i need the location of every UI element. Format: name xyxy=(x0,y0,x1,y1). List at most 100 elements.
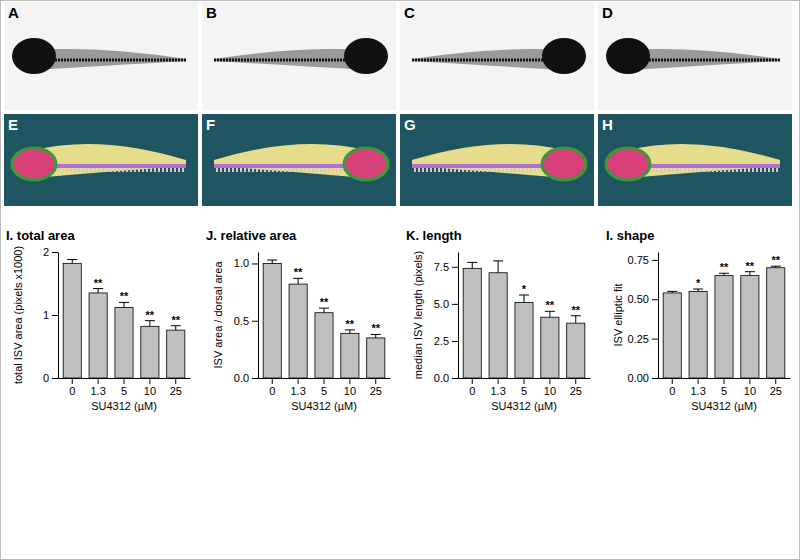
y-tick-mark xyxy=(652,299,658,300)
y-tick-label: 0.75 xyxy=(628,254,649,266)
bar xyxy=(741,276,759,378)
x-tick-mark xyxy=(498,378,499,384)
y-tick-mark xyxy=(252,378,258,379)
y-tick-mark xyxy=(52,252,58,253)
error-bar xyxy=(693,289,703,291)
x-tick-label: 5 xyxy=(521,385,527,397)
y-tick: 2 xyxy=(43,246,58,258)
bar xyxy=(715,276,733,378)
image-panel: E xyxy=(4,114,198,206)
x-tick: 0 xyxy=(269,378,275,397)
bar xyxy=(767,268,785,378)
panel-letter: F xyxy=(206,116,215,133)
plot-marks xyxy=(463,261,585,378)
x-tick-mark xyxy=(524,378,525,384)
error-bar-stem xyxy=(124,302,125,307)
x-tick: 10 xyxy=(344,378,356,397)
y-tick-label: 0.00 xyxy=(628,372,649,384)
x-axis-title: SU4312 (µM) xyxy=(691,400,757,412)
image-panel: H xyxy=(598,114,792,206)
y-tick-mark xyxy=(452,378,458,379)
error-bar-stem xyxy=(498,261,499,273)
panel-letter: H xyxy=(602,116,613,133)
significance-label: ** xyxy=(371,322,380,334)
x-tick: 1.3 xyxy=(290,378,305,397)
y-tick: 0.75 xyxy=(628,254,658,266)
x-axis-title: SU4312 (µM) xyxy=(491,400,557,412)
x-tick-label: 0 xyxy=(269,385,275,397)
y-tick: 0.50 xyxy=(628,293,658,305)
image-panel: C xyxy=(400,2,594,110)
significance-label: ** xyxy=(720,261,729,273)
x-tick-label: 25 xyxy=(770,385,782,397)
error-bar xyxy=(719,273,729,275)
panel-background xyxy=(4,2,198,110)
error-bar xyxy=(745,272,755,276)
error-bar-cap xyxy=(667,291,677,292)
y-axis-title: ISV area / dorsal area xyxy=(212,261,224,369)
y-axis-title: median ISV length (pixels) xyxy=(412,251,424,379)
y-tick-label: 1 xyxy=(43,309,49,321)
x-tick-label: 10 xyxy=(744,385,756,397)
x-axis: 01.351025 xyxy=(459,378,591,397)
x-tick: 5 xyxy=(121,378,127,397)
y-tick: 5.0 xyxy=(434,298,458,310)
x-tick: 25 xyxy=(770,378,782,397)
bar xyxy=(463,268,481,378)
bar xyxy=(289,284,307,378)
x-tick-label: 0 xyxy=(469,385,475,397)
fish-head xyxy=(606,148,650,180)
x-tick-mark xyxy=(749,378,750,384)
x-tick: 1.3 xyxy=(690,378,705,397)
significance-label: * xyxy=(696,277,701,289)
image-panel: A xyxy=(4,2,198,110)
x-tick-mark xyxy=(672,378,673,384)
bar xyxy=(263,263,281,378)
figure-frame xyxy=(1,1,800,560)
plot-marks xyxy=(663,266,785,378)
fish-body xyxy=(628,49,780,70)
y-axis-line xyxy=(258,253,259,379)
y-axis: 012 xyxy=(43,246,59,384)
plot-marks xyxy=(63,260,185,378)
error-bar-stem xyxy=(149,321,150,327)
x-tick-label: 1.3 xyxy=(490,385,505,397)
y-tick: 0.00 xyxy=(628,372,658,384)
fish-head xyxy=(606,38,650,74)
x-tick-label: 5 xyxy=(121,385,127,397)
y-tick-label: 5.0 xyxy=(434,298,449,310)
fish-isv xyxy=(214,168,366,172)
chart-title: I. total area xyxy=(6,228,75,243)
x-axis: 01.351025 xyxy=(59,378,191,397)
error-bar-stem xyxy=(524,295,525,302)
y-tick: 2.5 xyxy=(434,335,458,347)
bar xyxy=(141,326,159,378)
x-tick-mark xyxy=(298,378,299,384)
fish-isv xyxy=(628,168,780,172)
fish-body xyxy=(34,49,186,70)
error-bar xyxy=(545,311,555,317)
chart: J. relative area********0.00.51.001.3510… xyxy=(206,228,391,412)
panel-background xyxy=(598,2,792,110)
fish-head xyxy=(12,148,56,180)
error-bar-cap xyxy=(267,260,277,261)
error-bar-cap xyxy=(467,262,477,263)
error-bar xyxy=(267,260,277,263)
error-bar xyxy=(771,266,781,268)
y-tick-mark xyxy=(452,304,458,305)
error-bar xyxy=(345,330,355,333)
panel-background xyxy=(400,114,594,206)
y-tick-mark xyxy=(452,267,458,268)
panel-background xyxy=(4,114,198,206)
x-tick-label: 1.3 xyxy=(90,385,105,397)
x-tick: 25 xyxy=(170,378,182,397)
x-tick-mark xyxy=(324,378,325,384)
bar xyxy=(515,302,533,378)
significance-label: ** xyxy=(171,314,180,326)
chart: K. length*****0.02.55.07.501.351025media… xyxy=(406,228,591,412)
y-tick: 0.5 xyxy=(234,315,258,327)
significance-label: ** xyxy=(571,304,580,316)
x-tick-label: 5 xyxy=(321,385,327,397)
panel-letter: A xyxy=(8,4,19,21)
panel-letter: G xyxy=(404,116,416,133)
